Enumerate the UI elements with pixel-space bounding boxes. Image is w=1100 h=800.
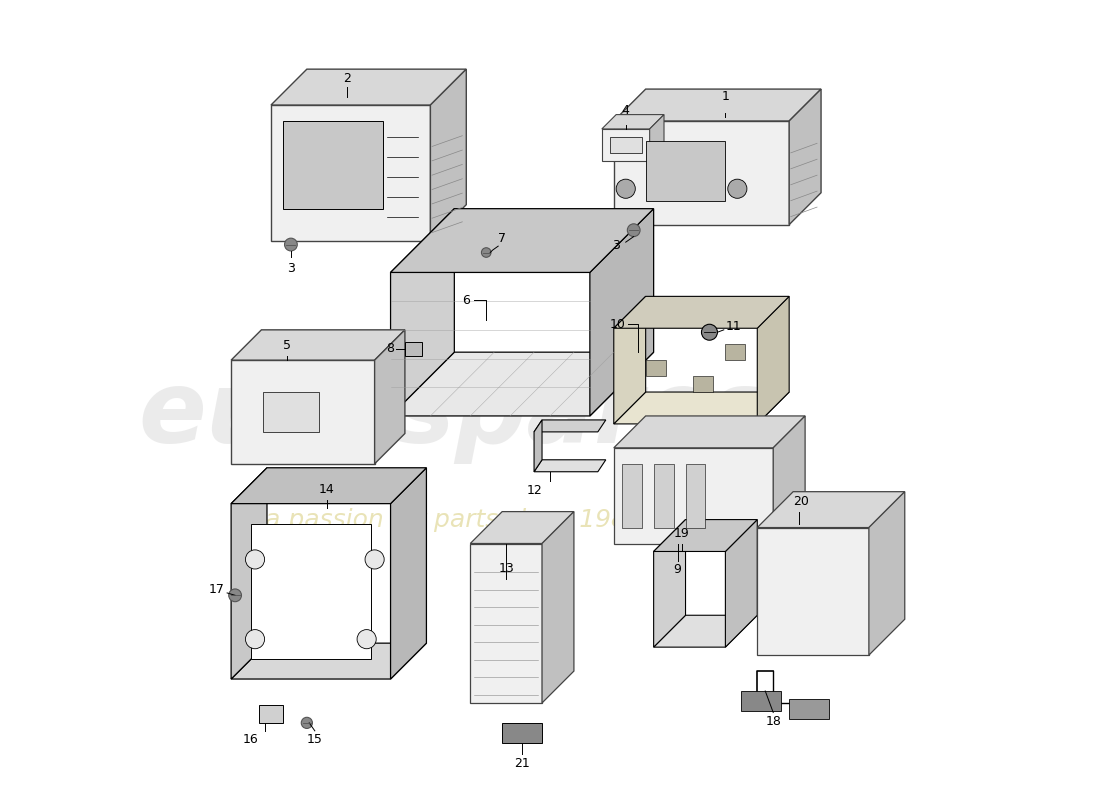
Text: 17: 17 xyxy=(209,583,224,596)
Text: 5: 5 xyxy=(283,339,290,352)
Text: 1: 1 xyxy=(722,90,729,103)
Text: 6: 6 xyxy=(462,294,471,307)
Circle shape xyxy=(482,248,491,258)
Polygon shape xyxy=(614,416,805,448)
Polygon shape xyxy=(757,296,789,424)
Bar xyxy=(405,342,422,356)
Polygon shape xyxy=(614,448,773,543)
Polygon shape xyxy=(646,141,725,201)
Circle shape xyxy=(627,224,640,237)
Polygon shape xyxy=(231,330,405,360)
Polygon shape xyxy=(614,296,646,424)
Text: 3: 3 xyxy=(613,239,620,252)
Text: 12: 12 xyxy=(526,484,542,497)
Polygon shape xyxy=(614,121,789,225)
Polygon shape xyxy=(390,468,427,679)
Bar xyxy=(503,723,542,743)
Polygon shape xyxy=(251,523,371,659)
Polygon shape xyxy=(375,330,405,464)
Text: 4: 4 xyxy=(621,104,629,117)
Circle shape xyxy=(365,550,384,569)
Circle shape xyxy=(616,179,636,198)
Text: a passion for parts since 1985: a passion for parts since 1985 xyxy=(265,507,644,531)
Polygon shape xyxy=(390,209,454,416)
Text: 10: 10 xyxy=(609,318,626,330)
Polygon shape xyxy=(650,114,664,161)
Polygon shape xyxy=(271,105,430,241)
Polygon shape xyxy=(725,519,757,647)
Text: 15: 15 xyxy=(307,734,322,746)
Text: 14: 14 xyxy=(319,482,334,496)
Text: 3: 3 xyxy=(287,262,295,275)
Polygon shape xyxy=(653,519,757,551)
Polygon shape xyxy=(653,519,685,647)
Polygon shape xyxy=(757,527,869,655)
Polygon shape xyxy=(271,69,466,105)
Text: 16: 16 xyxy=(243,734,258,746)
Polygon shape xyxy=(869,492,905,655)
Circle shape xyxy=(229,589,242,602)
Polygon shape xyxy=(773,416,805,543)
Polygon shape xyxy=(535,420,606,432)
Circle shape xyxy=(702,324,717,340)
Polygon shape xyxy=(614,392,789,424)
Polygon shape xyxy=(757,492,905,527)
Polygon shape xyxy=(653,615,757,647)
Polygon shape xyxy=(535,420,542,472)
Polygon shape xyxy=(231,360,375,464)
Polygon shape xyxy=(430,69,466,241)
Bar xyxy=(725,344,746,360)
Bar xyxy=(653,464,673,527)
Polygon shape xyxy=(390,352,653,416)
Bar xyxy=(741,691,781,711)
Polygon shape xyxy=(471,512,574,543)
Polygon shape xyxy=(231,468,427,504)
Circle shape xyxy=(285,238,297,251)
Text: 21: 21 xyxy=(514,757,530,770)
Circle shape xyxy=(728,179,747,198)
Polygon shape xyxy=(283,121,383,209)
Polygon shape xyxy=(542,512,574,703)
Polygon shape xyxy=(614,296,789,328)
Polygon shape xyxy=(602,129,650,161)
Bar xyxy=(789,699,829,719)
Text: 11: 11 xyxy=(725,320,741,333)
Circle shape xyxy=(245,550,265,569)
Bar xyxy=(646,360,666,376)
Bar xyxy=(685,464,705,527)
Bar xyxy=(693,376,714,392)
Polygon shape xyxy=(231,468,267,679)
Polygon shape xyxy=(614,89,821,121)
Polygon shape xyxy=(390,209,653,273)
Circle shape xyxy=(301,718,312,729)
Text: 8: 8 xyxy=(386,342,395,355)
Bar xyxy=(258,706,283,723)
Circle shape xyxy=(245,630,265,649)
Polygon shape xyxy=(602,114,664,129)
Polygon shape xyxy=(590,209,653,416)
Polygon shape xyxy=(471,543,542,703)
Text: 19: 19 xyxy=(673,526,690,539)
Text: 13: 13 xyxy=(498,562,514,575)
Text: 9: 9 xyxy=(673,563,682,577)
Text: 7: 7 xyxy=(498,231,506,245)
Bar xyxy=(263,392,319,432)
Polygon shape xyxy=(535,460,606,472)
Text: 20: 20 xyxy=(793,494,810,508)
Circle shape xyxy=(358,630,376,649)
Text: 18: 18 xyxy=(766,715,781,728)
Bar xyxy=(609,137,641,153)
Bar xyxy=(621,464,641,527)
Text: eurospares: eurospares xyxy=(138,367,771,465)
Polygon shape xyxy=(789,89,821,225)
Text: 2: 2 xyxy=(343,72,351,85)
Polygon shape xyxy=(231,643,427,679)
